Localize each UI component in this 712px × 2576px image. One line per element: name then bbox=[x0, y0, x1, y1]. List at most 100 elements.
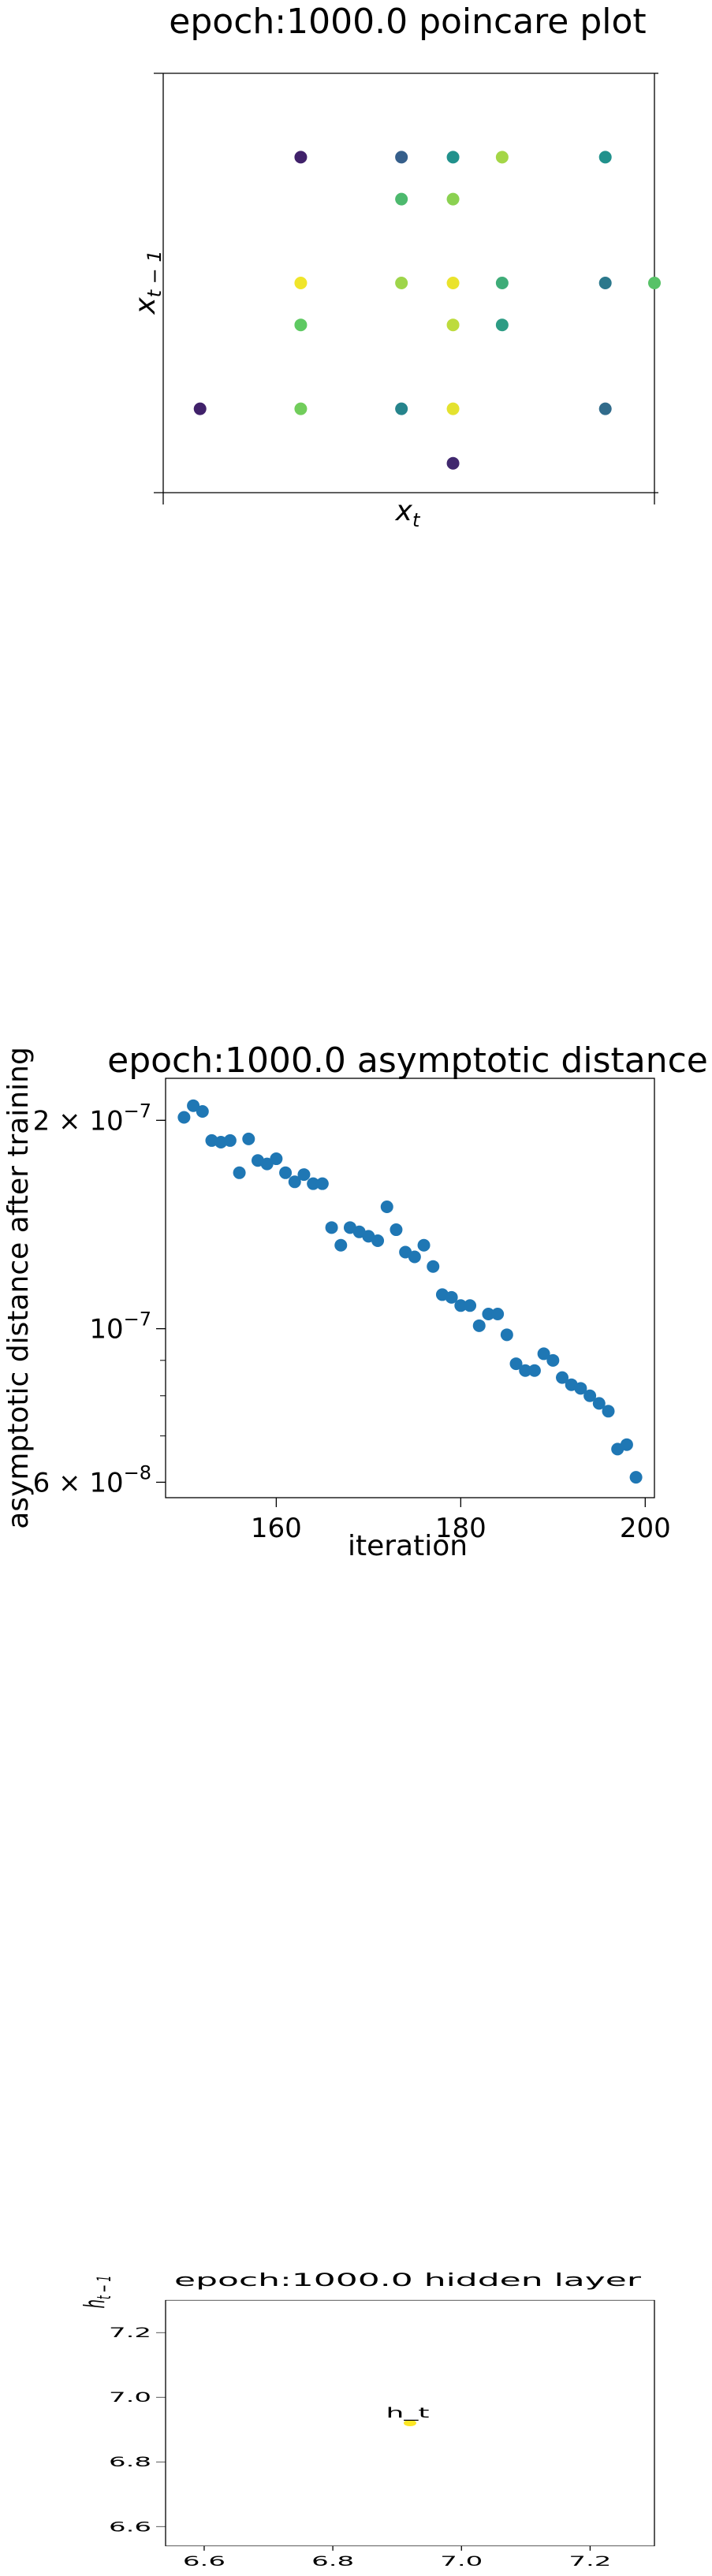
asymptotic-point bbox=[270, 1152, 283, 1166]
hidden-y-ticks: 6.6 6.8 7.0 7.2 bbox=[109, 2325, 166, 2535]
asymptotic-point bbox=[371, 1234, 385, 1248]
x-tick-label: 6.6 bbox=[183, 2554, 226, 2570]
asymptotic-point bbox=[464, 1299, 477, 1312]
hidden-x-ticks: 6.6 6.8 7.0 7.2 bbox=[183, 2545, 611, 2570]
poincare-point bbox=[495, 151, 509, 164]
asymptotic-point bbox=[187, 1099, 200, 1112]
hidden-point bbox=[404, 2419, 416, 2427]
asymptotic-point bbox=[482, 1308, 495, 1321]
x-tick-label: 160 bbox=[251, 1513, 302, 1544]
poincare-point bbox=[495, 277, 509, 289]
poincare-points bbox=[193, 151, 661, 470]
asymptotic-distance-plot: epoch:1000.0 asymptotic distance 160 180 2… bbox=[2, 1040, 708, 1562]
asymptotic-point bbox=[620, 1438, 633, 1451]
asymptotic-point bbox=[500, 1328, 513, 1342]
poincare-point bbox=[294, 318, 308, 332]
asymptotic-title: epoch:1000.0 asymptotic distance bbox=[107, 1040, 708, 1081]
poincare-point bbox=[193, 402, 207, 415]
asymptotic-point bbox=[223, 1134, 237, 1147]
asymptotic-point bbox=[546, 1353, 560, 1367]
asymptotic-point bbox=[427, 1260, 440, 1273]
poincare-xlabel: xt bbox=[395, 495, 421, 531]
asymptotic-point bbox=[417, 1238, 431, 1252]
poincare-point bbox=[446, 151, 460, 164]
asymptotic-point bbox=[408, 1250, 421, 1264]
poincare-point bbox=[395, 277, 408, 289]
asymptotic-point bbox=[315, 1177, 329, 1190]
asymptotic-point bbox=[629, 1471, 643, 1484]
asymptotic-y-ticks: 2 × 10−7 10−7 6 × 10−8 bbox=[33, 1100, 166, 1498]
poincare-point bbox=[446, 192, 460, 206]
asymptotic-axes-frame bbox=[165, 1078, 655, 1498]
poincare-point bbox=[446, 402, 460, 415]
poincare-point bbox=[598, 151, 612, 164]
asymptotic-point bbox=[472, 1319, 486, 1332]
poincare-point bbox=[598, 402, 612, 415]
poincare-point bbox=[294, 151, 308, 164]
poincare-plot: epoch:1000.0 poincare plot xt xt − 1 bbox=[129, 2, 661, 531]
y-tick-label: 6 × 10−8 bbox=[33, 1461, 151, 1498]
asymptotic-point bbox=[279, 1166, 293, 1179]
poincare-point bbox=[598, 277, 612, 289]
poincare-plot-title: epoch:1000.0 poincare plot bbox=[169, 2, 646, 42]
asymptotic-point bbox=[592, 1397, 606, 1410]
asymptotic-point bbox=[325, 1221, 338, 1234]
asymptotic-point bbox=[527, 1364, 541, 1377]
y-tick-label: 7.2 bbox=[109, 2325, 151, 2341]
poincare-point bbox=[395, 192, 408, 206]
y-tick-label: 2 × 10−7 bbox=[33, 1100, 151, 1137]
hidden-axes-frame bbox=[165, 2299, 655, 2547]
hidden-xlabel: h_t bbox=[386, 2404, 430, 2421]
asymptotic-minor-ticks bbox=[160, 1119, 166, 1483]
x-tick-label: 7.2 bbox=[568, 2554, 611, 2570]
asymptotic-xlabel: iteration bbox=[348, 1530, 468, 1562]
poincare-point bbox=[294, 402, 308, 415]
x-tick-label: 180 bbox=[435, 1513, 486, 1544]
y-tick-label: 7.0 bbox=[109, 2390, 151, 2406]
asymptotic-point bbox=[583, 1389, 597, 1402]
poincare-ylabel: xt − 1 bbox=[129, 250, 166, 315]
asymptotic-point bbox=[537, 1347, 550, 1361]
hidden-points bbox=[404, 2419, 416, 2427]
y-tick-label: 6.8 bbox=[109, 2455, 151, 2470]
x-tick-label: 200 bbox=[620, 1513, 671, 1544]
asymptotic-point bbox=[242, 1132, 255, 1145]
asymptotic-point bbox=[177, 1111, 191, 1124]
asymptotic-point bbox=[390, 1223, 403, 1237]
asymptotic-point bbox=[574, 1382, 587, 1395]
asymptotic-points bbox=[177, 1099, 643, 1484]
poincare-point bbox=[446, 456, 460, 470]
asymptotic-point bbox=[260, 1157, 274, 1171]
asymptotic-x-ticks: 160 180 200 bbox=[251, 1498, 671, 1544]
y-tick-label: 10−7 bbox=[89, 1308, 151, 1346]
poincare-point bbox=[446, 277, 460, 289]
poincare-point bbox=[294, 277, 308, 289]
asymptotic-point bbox=[602, 1405, 615, 1418]
poincare-point bbox=[495, 318, 509, 332]
asymptotic-point bbox=[445, 1290, 458, 1304]
hidden-ylabel: ht − 1 bbox=[78, 2276, 115, 2309]
asymptotic-point bbox=[288, 1175, 301, 1189]
x-tick-label: 6.8 bbox=[311, 2554, 354, 2570]
poincare-point bbox=[648, 277, 661, 289]
asymptotic-point bbox=[509, 1357, 523, 1371]
asymptotic-point bbox=[334, 1238, 348, 1252]
asymptotic-ylabel: asymptotic distance after training bbox=[2, 1047, 35, 1529]
y-tick-label: 6.6 bbox=[109, 2519, 151, 2535]
asymptotic-point bbox=[454, 1299, 468, 1312]
hidden-layer-title: epoch:1000.0 hidden layer bbox=[174, 2270, 642, 2290]
poincare-point bbox=[395, 402, 408, 415]
asymptotic-point bbox=[556, 1371, 569, 1384]
asymptotic-point bbox=[307, 1177, 320, 1190]
asymptotic-point bbox=[519, 1364, 532, 1377]
asymptotic-point bbox=[196, 1105, 209, 1119]
asymptotic-point bbox=[233, 1166, 246, 1179]
poincare-point bbox=[395, 151, 408, 164]
asymptotic-point bbox=[380, 1201, 393, 1214]
poincare-point bbox=[446, 318, 460, 332]
x-tick-label: 7.0 bbox=[440, 2554, 483, 2570]
hidden-layer-plot: epoch:1000.0 hidden layer 6.6 6.8 7.0 7.2 6… bbox=[78, 2270, 655, 2570]
asymptotic-point bbox=[297, 1168, 311, 1182]
asymptotic-point bbox=[491, 1308, 505, 1321]
